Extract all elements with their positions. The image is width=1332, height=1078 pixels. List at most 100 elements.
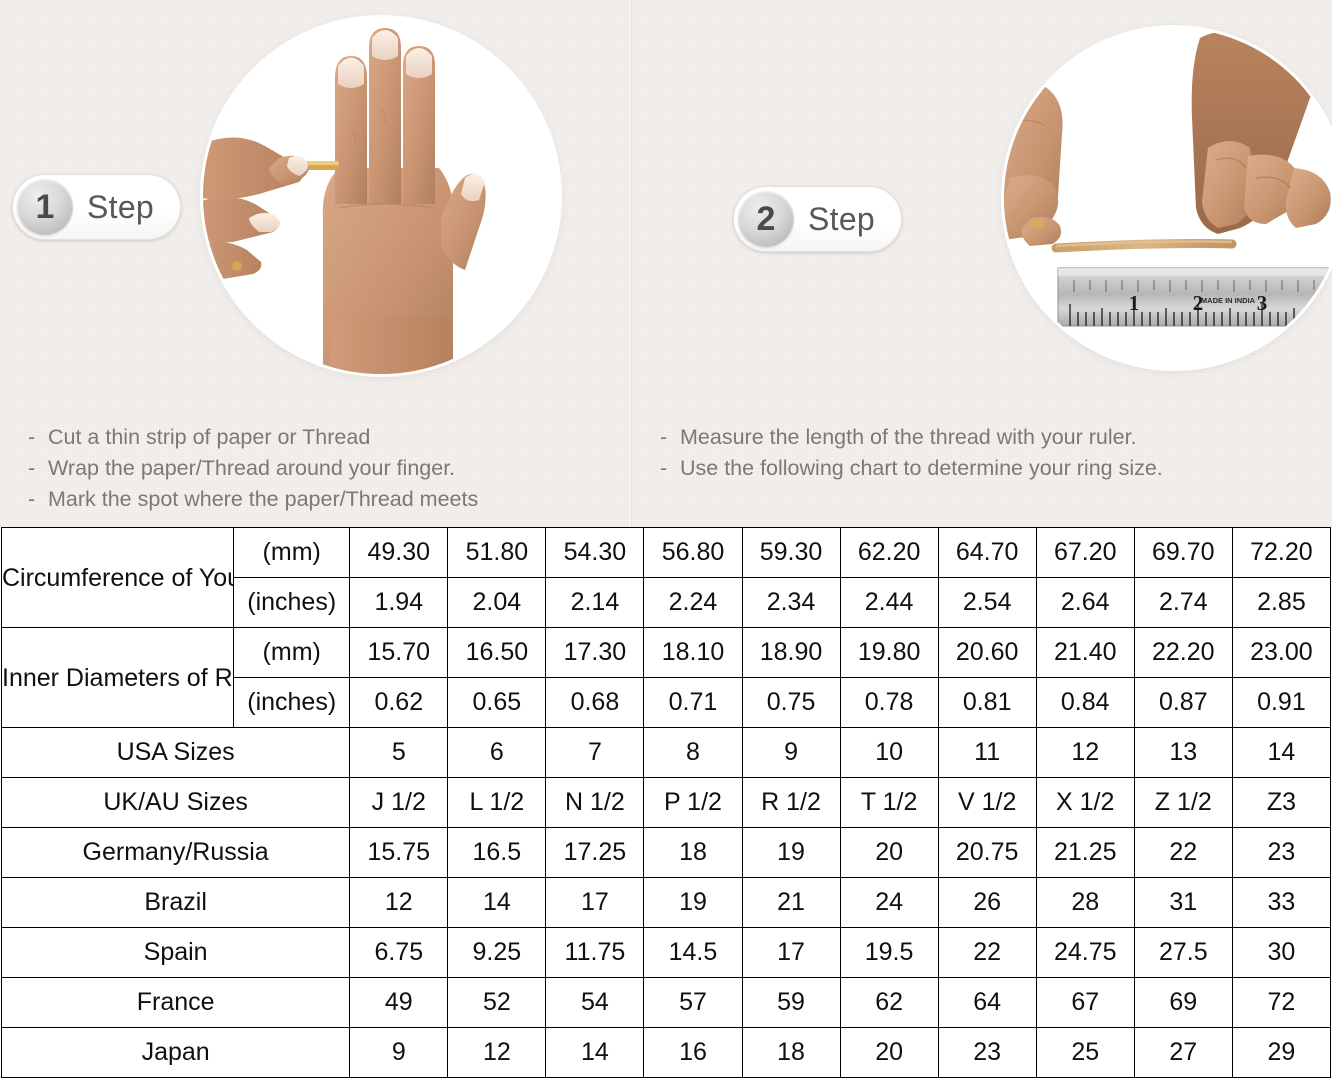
unit-cell: (mm) bbox=[233, 527, 351, 578]
table-row: (inches) 1.94 2.04 2.14 2.24 2.34 2.44 2.54 2.64… bbox=[2, 577, 1332, 628]
data-cell: 9 bbox=[349, 1027, 449, 1078]
bullet-dash: - bbox=[28, 487, 36, 511]
data-cell: 12 bbox=[447, 1027, 547, 1078]
step-2-panel: 1 2 3 MADE IN INDIA 2 Step - Measure the … bbox=[632, 0, 1332, 527]
data-cell: 16.5 bbox=[447, 827, 547, 878]
data-cell: 23 bbox=[1231, 827, 1332, 878]
table-row: France 49 52 54 57 59 62 64 67 69 72 bbox=[0, 977, 1332, 1028]
row-label: Germany/Russia bbox=[0, 827, 351, 878]
ruler-origin-text: MADE IN INDIA bbox=[1201, 296, 1256, 305]
data-cell: 27 bbox=[1133, 1027, 1233, 1078]
data-cell: 2.14 bbox=[545, 577, 645, 628]
data-cell: 15.70 bbox=[349, 627, 449, 678]
data-cell: 24.75 bbox=[1035, 927, 1135, 978]
step-2-badge: 2 Step bbox=[733, 186, 903, 252]
data-cell: 2.24 bbox=[643, 577, 743, 628]
data-cell: 31 bbox=[1133, 877, 1233, 928]
data-cell: 18 bbox=[643, 827, 743, 878]
step-2-number: 2 bbox=[738, 191, 794, 247]
data-cell: 29 bbox=[1231, 1027, 1332, 1078]
data-cell: 14.5 bbox=[643, 927, 743, 978]
unit-cell: (inches) bbox=[233, 577, 351, 628]
data-cell: 7 bbox=[545, 727, 645, 778]
data-cell: 0.75 bbox=[741, 677, 841, 728]
instruction-text: Use the following chart to determine you… bbox=[680, 456, 1163, 480]
data-cell: 59.30 bbox=[741, 527, 841, 578]
data-cell: 6.75 bbox=[349, 927, 449, 978]
data-cell: 17 bbox=[741, 927, 841, 978]
data-cell: Z3 bbox=[1231, 777, 1332, 828]
data-cell: 17.30 bbox=[545, 627, 645, 678]
instruction-text: Measure the length of the thread with yo… bbox=[680, 425, 1137, 449]
bullet-dash: - bbox=[28, 425, 36, 449]
data-cell: 67.20 bbox=[1035, 527, 1135, 578]
data-cell: 0.78 bbox=[839, 677, 939, 728]
ruler: 1 2 3 MADE IN INDIA bbox=[1057, 267, 1332, 327]
data-cell: 14 bbox=[447, 877, 547, 928]
data-cell: T 1/2 bbox=[839, 777, 939, 828]
hand-with-ring-illustration bbox=[203, 18, 559, 374]
data-cell: 0.81 bbox=[937, 677, 1037, 728]
step-1-instructions: - Cut a thin strip of paper or Thread - Wr… bbox=[28, 422, 618, 515]
step-1-badge: 1 Step bbox=[12, 174, 182, 240]
instruction-text: Cut a thin strip of paper or Thread bbox=[48, 425, 371, 449]
data-cell: 19 bbox=[643, 877, 743, 928]
data-cell: 0.71 bbox=[643, 677, 743, 728]
data-cell: 0.87 bbox=[1133, 677, 1233, 728]
table-row: Circumference of Your Finger(mm)49.3051.… bbox=[0, 527, 1332, 628]
data-cell: 22 bbox=[937, 927, 1037, 978]
panel-divider bbox=[630, 0, 632, 527]
data-cell: 18.10 bbox=[643, 627, 743, 678]
instruction-text: Mark the spot where the paper/Thread mee… bbox=[48, 487, 479, 511]
data-cell: 14 bbox=[545, 1027, 645, 1078]
data-cell: 22.20 bbox=[1133, 627, 1233, 678]
measured-thread bbox=[1051, 239, 1237, 253]
data-cell: Z 1/2 bbox=[1133, 777, 1233, 828]
data-cell: 69 bbox=[1133, 977, 1233, 1028]
data-cell: 20.60 bbox=[937, 627, 1037, 678]
data-cell: 59 bbox=[741, 977, 841, 1028]
data-cell: 67 bbox=[1035, 977, 1135, 1028]
row-label: Japan bbox=[0, 1027, 351, 1078]
data-cell: 25 bbox=[1035, 1027, 1135, 1078]
data-cell: 20 bbox=[839, 827, 939, 878]
data-cell: 23.00 bbox=[1231, 627, 1332, 678]
data-cell: 2.74 bbox=[1133, 577, 1233, 628]
ruler-mark-2: 2 bbox=[1193, 291, 1204, 315]
bullet-dash: - bbox=[660, 425, 668, 449]
data-cell: 19 bbox=[741, 827, 841, 878]
data-cell: 11.75 bbox=[545, 927, 645, 978]
step-2-photo: 1 2 3 MADE IN INDIA bbox=[1004, 28, 1332, 368]
row-label: Spain bbox=[0, 927, 351, 978]
data-cell: 0.84 bbox=[1035, 677, 1135, 728]
data-cell: 23 bbox=[937, 1027, 1037, 1078]
data-cell: 1.94 bbox=[349, 577, 449, 628]
data-cell: L 1/2 bbox=[447, 777, 547, 828]
data-cell: 16 bbox=[643, 1027, 743, 1078]
data-cell: 12 bbox=[1035, 727, 1135, 778]
step-1-number: 1 bbox=[17, 179, 73, 235]
table-row: USA Sizes 5 6 7 8 9 10 11 12 13 14 bbox=[0, 727, 1332, 778]
data-cell: P 1/2 bbox=[643, 777, 743, 828]
data-cell: 8 bbox=[643, 727, 743, 778]
data-cell: 52 bbox=[447, 977, 547, 1028]
ruler-mark-1: 1 bbox=[1129, 291, 1140, 315]
data-cell: 0.91 bbox=[1231, 677, 1332, 728]
data-cell: 10 bbox=[839, 727, 939, 778]
data-cell: 22 bbox=[1133, 827, 1233, 878]
step-1-photo bbox=[203, 18, 559, 374]
data-cell: J 1/2 bbox=[349, 777, 449, 828]
data-cell: 18 bbox=[741, 1027, 841, 1078]
row-label: USA Sizes bbox=[0, 727, 351, 778]
data-cell: 18.90 bbox=[741, 627, 841, 678]
data-cell: 30 bbox=[1231, 927, 1332, 978]
data-cell: 57 bbox=[643, 977, 743, 1028]
data-cell: 64.70 bbox=[937, 527, 1037, 578]
data-cell: 21.25 bbox=[1035, 827, 1135, 878]
data-cell: 2.44 bbox=[839, 577, 939, 628]
data-cell: 19.5 bbox=[839, 927, 939, 978]
data-cell: 69.70 bbox=[1133, 527, 1233, 578]
data-cell: 9.25 bbox=[447, 927, 547, 978]
data-cell: 33 bbox=[1231, 877, 1332, 928]
bullet-dash: - bbox=[28, 456, 36, 480]
